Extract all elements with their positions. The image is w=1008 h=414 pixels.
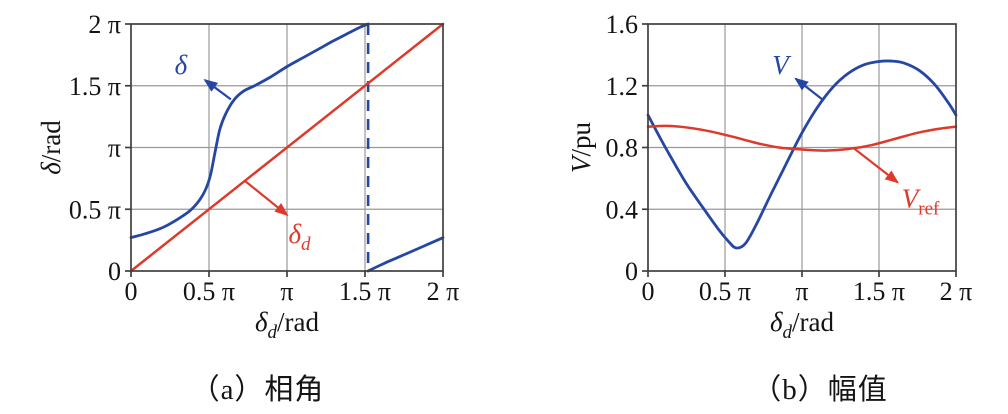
x-tick-label: 0.5 π	[183, 277, 235, 306]
tick-labels-phase: 0 0.5 π π 1.5 π 2 π 0 0.5 π π 1.5 π 2 π	[69, 10, 459, 306]
annotation-δ: δ	[175, 50, 232, 101]
y-tick-label: 2 π	[88, 10, 121, 39]
chart-magnitude: 0 0.5 π π 1.5 π 2 π 0 0.4 0.8 1.2 1.6 δd/rad V/pu V V…	[566, 10, 972, 343]
annotation-label: Vref	[902, 183, 940, 219]
x-tick-label: 1.5 π	[339, 277, 391, 306]
grid-magnitude	[648, 24, 956, 271]
x-tick-label: 1.5 π	[853, 277, 905, 306]
tick-labels-magnitude: 0 0.5 π π 1.5 π 2 π 0 0.4 0.8 1.2 1.6	[606, 10, 973, 306]
y-tick-label: 1.5 π	[69, 72, 121, 101]
ticks-phase	[125, 23, 444, 277]
x-tick-label: 0	[125, 277, 138, 306]
caption-subfigure-a: （a）相角	[190, 374, 325, 406]
y-tick-label: 0	[625, 257, 638, 286]
delta-curve	[129, 22, 445, 273]
x-tick-label: 0.5 π	[699, 277, 751, 306]
voltage-reference-curve	[646, 124, 958, 152]
y-tick-label: 1.2	[606, 72, 639, 101]
chart-phase: 0 0.5 π π 1.5 π 2 π 0 0.5 π π 1.5 π 2 π δd/rad δ/ra…	[36, 10, 459, 343]
y-tick-label: π	[108, 134, 121, 163]
x-tick-label: 0	[642, 277, 655, 306]
annotation-label: δd	[288, 219, 311, 255]
annotation-label: δ	[175, 50, 188, 80]
y-tick-label: 1.6	[606, 10, 639, 39]
caption-subfigure-b: （b）幅值	[752, 374, 888, 406]
y-axis-title-phase: δ/rad	[36, 120, 66, 175]
x-axis-title-magnitude: δd/rad	[770, 307, 835, 343]
annotation-label: V	[772, 50, 792, 80]
y-axis-title-magnitude: V/pu	[566, 122, 596, 174]
y-tick-label: 0	[108, 257, 121, 286]
x-tick-label: π	[795, 277, 808, 306]
annotation-δd: δd	[244, 179, 311, 255]
ticks-magnitude	[642, 23, 957, 277]
figure-canvas: 0 0.5 π π 1.5 π 2 π 0 0.5 π π 1.5 π 2 π δd/rad δ/ra…	[36, 10, 972, 343]
x-tick-label: 2 π	[940, 277, 973, 306]
y-tick-label: 0.5 π	[69, 195, 121, 224]
y-tick-label: 0.8	[606, 134, 639, 163]
annotation-Vref: Vref	[852, 146, 940, 219]
y-tick-label: 0.4	[606, 195, 639, 224]
x-axis-title-phase: δd/rad	[255, 307, 320, 343]
x-tick-label: π	[280, 277, 293, 306]
annotation-V: V	[772, 50, 825, 102]
delta-d-reference-line	[129, 22, 445, 273]
x-tick-label: 2 π	[427, 277, 460, 306]
voltage-curve	[646, 59, 958, 250]
